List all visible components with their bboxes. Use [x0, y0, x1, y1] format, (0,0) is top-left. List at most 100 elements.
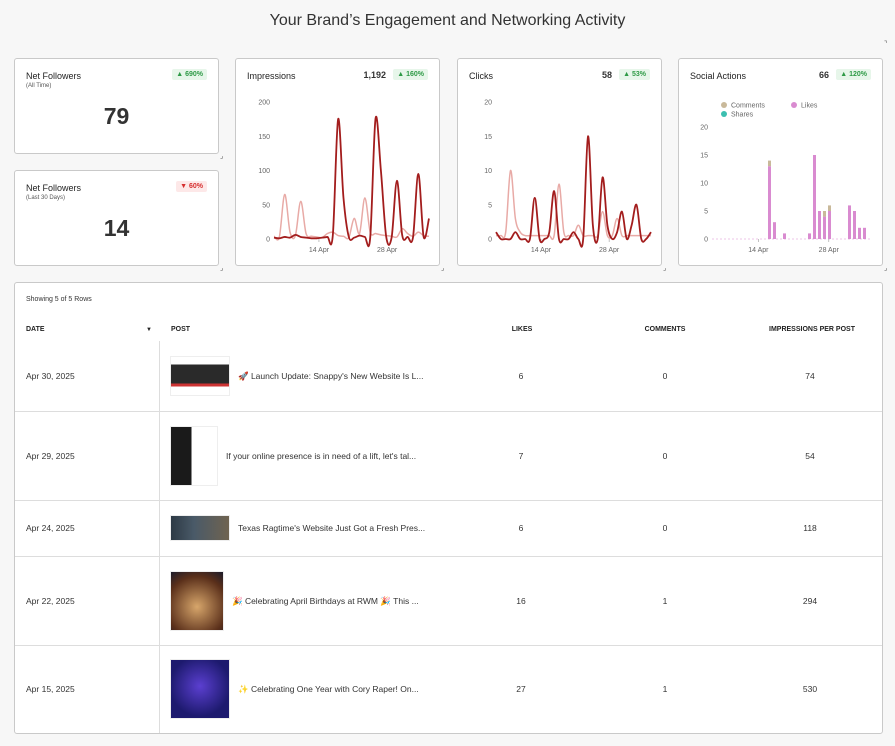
social-actions-chart: 0 5 10 15 20 14 Apr 28 Apr Comments Likes Shares — [700, 102, 872, 254]
metric-value: 1,192 — [363, 70, 386, 80]
y-tick-label: 20 — [700, 125, 708, 132]
bar-likes — [823, 216, 826, 239]
column-header-likes[interactable]: LIKES — [511, 326, 533, 333]
post-text[interactable]: Texas Ragtime's Website Just Got a Fresh… — [238, 523, 426, 533]
bar-likes — [818, 211, 821, 239]
bar-likes — [848, 205, 851, 239]
column-header-impressions[interactable]: IMPRESSIONS PER POST — [769, 326, 855, 333]
page-title: Your Brand’s Engagement and Networking A… — [269, 12, 626, 29]
resize-handle[interactable]: ⌟ — [220, 153, 224, 160]
post-thumbnail[interactable] — [170, 515, 230, 541]
table-row[interactable]: Apr 24, 2025 Texas Ragtime's Website Jus… — [15, 500, 882, 556]
legend-label: Likes — [801, 103, 818, 110]
x-tick-label: 28 Apr — [599, 247, 620, 254]
post-date: Apr 29, 2025 — [26, 450, 75, 461]
bar-likes — [858, 227, 861, 239]
legend-label: Shares — [731, 112, 754, 119]
bar-comments — [768, 160, 771, 167]
card-social-actions: Social Actions 66 ▲ 120% 0 5 10 15 20 14 Apr 2… — [678, 58, 883, 266]
impressions-chart: 0 50 100 150 200 14 Apr 28 Apr — [258, 100, 430, 254]
card-title: Net Followers — [26, 183, 82, 193]
y-tick-label: 200 — [258, 100, 270, 107]
row-divider — [15, 556, 882, 557]
card-clicks: Clicks 58 ▲ 53% 0 5 10 15 20 14 Apr 28 Apr — [457, 58, 662, 266]
bar-likes — [768, 166, 771, 239]
post-text[interactable]: 🚀 Launch Update: Snappy's New Website Is… — [238, 371, 424, 381]
impressions-count: 54 — [805, 450, 815, 461]
post-text[interactable]: 🎉 Celebrating April Birthdays at RWM 🎉 T… — [232, 595, 419, 606]
table-row[interactable]: Apr 22, 2025 🎉 Celebrating April Birthda… — [15, 556, 882, 645]
x-tick-label: 14 Apr — [531, 247, 552, 254]
metric-value: 66 — [818, 70, 829, 80]
series-line-secondary — [495, 169, 651, 241]
y-tick-label: 150 — [258, 134, 270, 141]
y-tick-label: 15 — [484, 134, 492, 141]
card-title: Clicks — [469, 71, 493, 81]
column-header-date[interactable]: DATE — [26, 326, 45, 333]
legend-marker — [721, 102, 727, 108]
comments-count: 0 — [662, 371, 668, 381]
card-net-followers-all: Net Followers (All Time) ▲ 690% 79 — [14, 58, 219, 154]
column-header-post[interactable]: POST — [171, 326, 191, 333]
post-date: Apr 24, 2025 — [26, 523, 75, 533]
column-header-comments[interactable]: COMMENTS — [644, 326, 686, 333]
post-thumbnail[interactable] — [170, 425, 218, 486]
card-net-followers-30: Net Followers (Last 30 Days) ▼ 60% 14 — [14, 170, 219, 266]
impressions-count: 118 — [803, 523, 817, 533]
post-text[interactable]: If your online presence is in need of a … — [226, 450, 417, 461]
series-line-secondary — [273, 193, 430, 241]
likes-count: 7 — [518, 450, 524, 461]
row-divider — [15, 500, 882, 501]
x-tick-label: 28 Apr — [819, 247, 840, 254]
comments-count: 0 — [662, 523, 668, 533]
card-subtitle: (All Time) — [26, 83, 52, 89]
post-date: Apr 15, 2025 — [26, 684, 75, 694]
bar-likes — [813, 155, 816, 239]
post-thumbnail[interactable] — [170, 570, 224, 631]
resize-handle[interactable]: ⌝ — [884, 41, 888, 48]
y-tick-label: 10 — [484, 168, 492, 175]
row-divider — [15, 411, 882, 412]
bar-likes — [863, 227, 866, 239]
comments-count: 1 — [662, 684, 668, 694]
bar-likes — [773, 222, 776, 239]
post-thumbnail[interactable] — [170, 659, 230, 719]
y-tick-label: 5 — [704, 209, 708, 216]
bar-likes — [783, 233, 786, 239]
table-row[interactable]: Apr 29, 2025 If your online presence is … — [15, 411, 882, 500]
likes-count: 27 — [516, 684, 526, 694]
legend-marker — [721, 111, 727, 117]
y-tick-label: 0 — [488, 237, 492, 244]
y-tick-label: 0 — [266, 237, 270, 244]
sort-desc-icon[interactable]: ▼ — [146, 327, 152, 333]
impressions-count: 74 — [805, 371, 815, 381]
metric-value: 79 — [103, 103, 130, 129]
comments-count: 1 — [662, 595, 668, 606]
post-thumbnail[interactable] — [170, 356, 230, 396]
impressions-count: 294 — [802, 595, 818, 606]
table-row[interactable]: Apr 30, 2025 🚀 Launch Update: Snappy's N… — [15, 341, 882, 411]
legend-label: Comments — [731, 103, 765, 110]
y-tick-label: 5 — [488, 202, 492, 209]
clicks-chart: 0 5 10 15 20 14 Apr 28 Apr — [484, 100, 652, 254]
row-count-label: Showing 5 of 5 Rows — [26, 296, 92, 303]
resize-handle[interactable]: ⌟ — [884, 265, 888, 272]
change-badge: ▼ 60% — [176, 181, 207, 192]
resize-handle[interactable]: ⌟ — [441, 265, 445, 272]
y-tick-label: 20 — [484, 100, 492, 107]
x-tick-label: 28 Apr — [377, 247, 398, 254]
series-line-primary — [495, 135, 652, 248]
likes-count: 16 — [516, 595, 526, 606]
bar-likes — [828, 211, 831, 239]
card-title: Net Followers — [26, 71, 82, 81]
x-tick-label: 14 Apr — [748, 247, 769, 254]
resize-handle[interactable]: ⌟ — [663, 265, 667, 272]
change-badge: ▲ 690% — [172, 69, 207, 80]
x-tick-label: 14 Apr — [309, 247, 330, 254]
table-row[interactable]: Apr 15, 2025 ✨ Celebrating One Year with… — [15, 645, 882, 733]
y-tick-label: 50 — [262, 202, 270, 209]
metric-value: 14 — [103, 215, 130, 241]
resize-handle[interactable]: ⌟ — [220, 265, 224, 272]
column-divider — [159, 341, 160, 733]
post-text[interactable]: ✨ Celebrating One Year with Cory Raper! … — [238, 684, 419, 694]
